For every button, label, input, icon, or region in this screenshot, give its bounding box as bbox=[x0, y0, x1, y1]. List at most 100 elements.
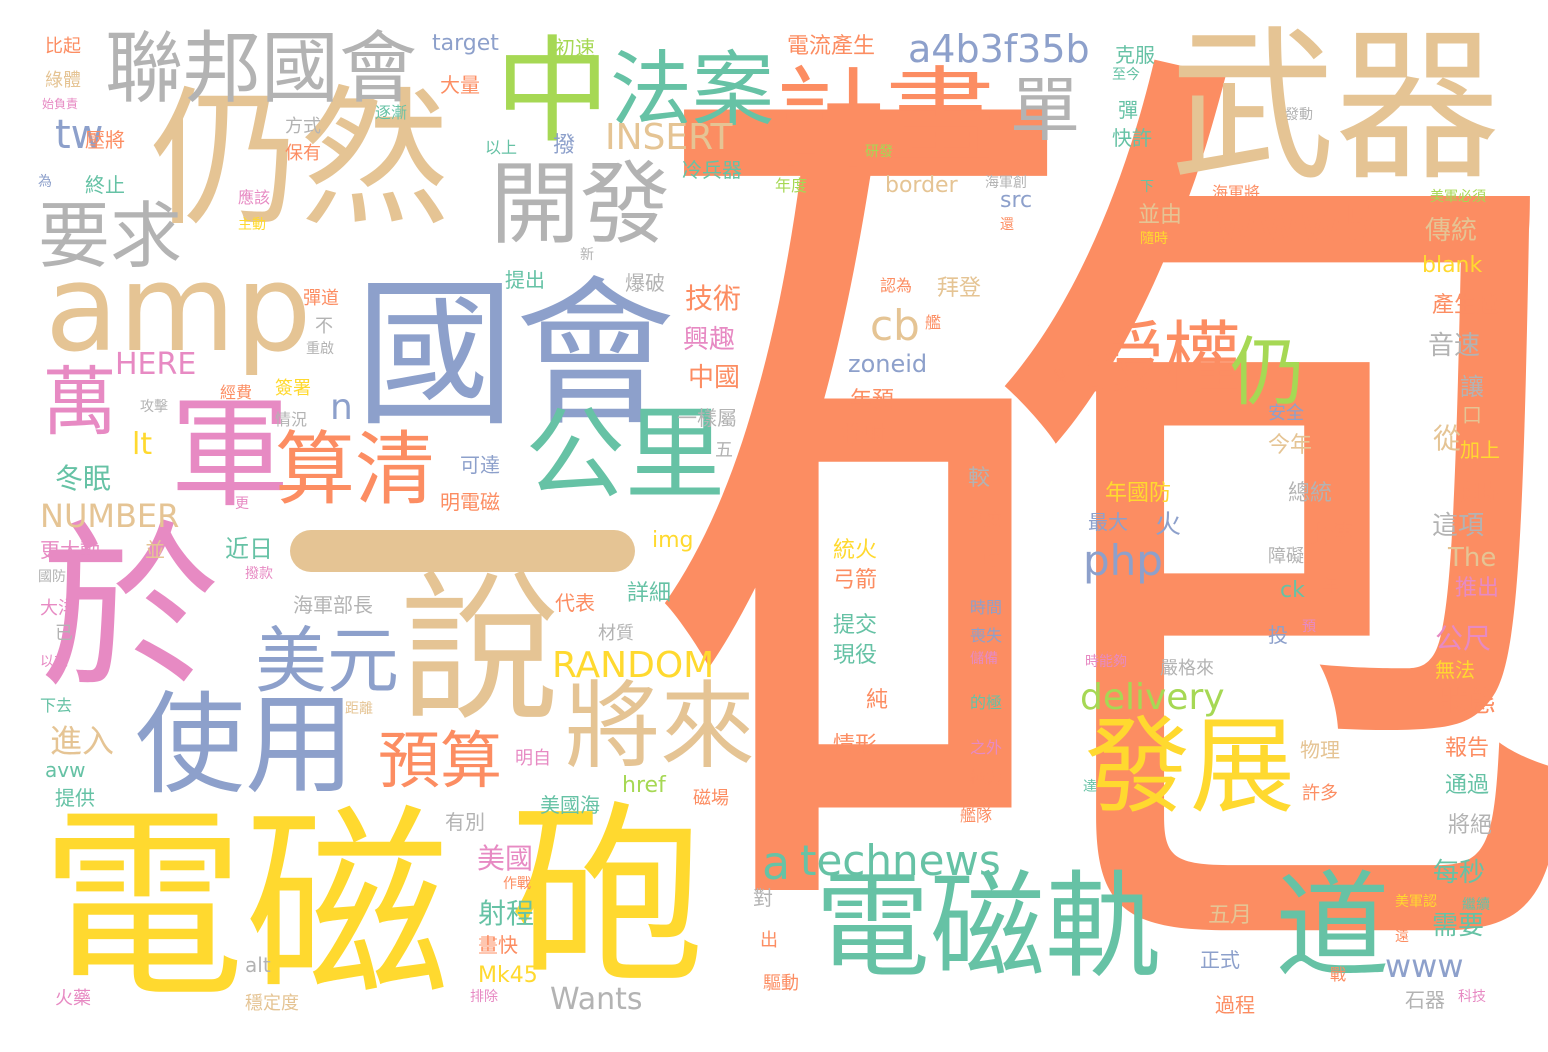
word-zhong: 中 bbox=[495, 25, 611, 159]
word-random: RANDOM bbox=[552, 645, 715, 686]
word-zhuangtai: 狀態 bbox=[1440, 685, 1497, 718]
word-keji: 科技 bbox=[1458, 989, 1486, 1005]
word-jixu: 繼續 bbox=[1462, 897, 1490, 913]
word-paichu: 排除 bbox=[470, 989, 498, 1005]
word-the: The bbox=[1448, 543, 1497, 573]
word-shiyong: 使用 bbox=[135, 681, 355, 809]
word-tw: tw bbox=[55, 112, 104, 158]
word-number: NUMBER bbox=[40, 497, 180, 535]
word-yanfa: 研發 bbox=[865, 144, 893, 160]
word-tuishe: 推射 bbox=[842, 423, 887, 448]
word-suishi: 隨時 bbox=[1140, 231, 1168, 247]
word-fazhan: 發展 bbox=[1085, 706, 1296, 828]
word-www: www bbox=[1385, 947, 1464, 985]
word-bichuan: 比傳 bbox=[1305, 521, 1353, 549]
word-meijun-bixu: 美軍必須 bbox=[1430, 189, 1486, 205]
word-a: a bbox=[762, 836, 791, 890]
word-dadao: 達 bbox=[1083, 779, 1097, 795]
word-meiguo: 美國 bbox=[477, 842, 534, 875]
word-qingkuang: 情況 bbox=[275, 410, 308, 429]
word-zhanqu: 戰 bbox=[1330, 965, 1347, 984]
word-mingzi: 明自 bbox=[515, 748, 551, 769]
word-yusuan: 預算 bbox=[378, 724, 503, 797]
word-cichang: 磁場 bbox=[693, 788, 729, 809]
word-kuaixu: 快許 bbox=[1112, 126, 1152, 150]
word-shijian: 時間 bbox=[970, 598, 1003, 617]
word-huo: 火 bbox=[1155, 510, 1182, 540]
word-danyao: 彈 bbox=[1118, 98, 1138, 122]
word-jiashang: 加上 bbox=[1460, 438, 1500, 462]
word-mk45: Mk45 bbox=[478, 963, 538, 988]
word-zuida: 最大 bbox=[1088, 510, 1128, 534]
word-dianliu-chansheng: 電流產生 bbox=[787, 34, 876, 59]
word-jili: 極力 bbox=[970, 768, 1003, 787]
word-chu: 出 bbox=[760, 930, 778, 951]
word-haijun-jiang: 海軍將 bbox=[1212, 183, 1261, 202]
word-bingyou: 並由 bbox=[1138, 203, 1183, 228]
word-delivery: delivery bbox=[1080, 677, 1225, 718]
word-lianbang-guohui: 聯邦國會 bbox=[105, 24, 418, 114]
word-caizhi: 材質 bbox=[598, 623, 634, 644]
word-shiningneng: 時能夠 bbox=[1085, 654, 1127, 670]
word-jinnianhou: 後 bbox=[1052, 369, 1066, 385]
word-dongmian: 冬眠 bbox=[55, 462, 112, 495]
word-tichu: 提出 bbox=[505, 268, 545, 292]
word-lengbingqi: 冷兵器 bbox=[682, 158, 742, 182]
word-qingxing: 情形 bbox=[833, 733, 878, 758]
word-jinri: 近日 bbox=[225, 535, 273, 563]
word-yaoqiu: 要求 bbox=[38, 194, 183, 278]
word-bijiao: 比起 bbox=[45, 36, 81, 57]
word-guofang: 國防 bbox=[38, 569, 66, 585]
word-jiandui: 艦隊 bbox=[960, 806, 993, 825]
word-wan: 萬 bbox=[42, 358, 118, 446]
word-yinsu: 音速 bbox=[1428, 331, 1481, 361]
word-xiaqu: 下去 bbox=[40, 696, 73, 715]
word-pao-big: 砲 bbox=[640, 0, 1548, 1052]
word-wuli: 物理 bbox=[1300, 738, 1340, 762]
word-shecheng: 射程 bbox=[478, 897, 535, 930]
word-gongji: 攻擊 bbox=[140, 399, 168, 415]
word-shiyuze: 始負責 bbox=[42, 97, 79, 111]
word-lt: lt bbox=[132, 427, 153, 462]
word-chun: 純 bbox=[866, 688, 889, 713]
word-tou: 投 bbox=[1268, 623, 1288, 647]
word-zuozhan: 作戰 bbox=[503, 876, 531, 892]
word-src: src bbox=[1000, 188, 1033, 213]
word-wei: 為 bbox=[38, 174, 52, 190]
word-wuyue: 五月 bbox=[1208, 903, 1253, 928]
word-xianyi: 現役 bbox=[833, 643, 878, 668]
word-tijiao: 提交 bbox=[833, 613, 878, 638]
word-zhengshi: 正式 bbox=[1200, 948, 1240, 972]
word-bokuan: 撥款 bbox=[245, 566, 273, 582]
word-renwei: 認為 bbox=[880, 276, 913, 295]
word-jinru: 進入 bbox=[50, 722, 115, 760]
word-technews: technews bbox=[800, 836, 1001, 885]
word-yanggelai: 嚴格來 bbox=[1160, 658, 1214, 679]
word-jian: 艦 bbox=[925, 313, 942, 332]
word-bing: 並 bbox=[145, 538, 165, 562]
word-geng: 更 bbox=[235, 496, 249, 512]
word-dianci: 電磁 bbox=[40, 788, 450, 1026]
word-href: href bbox=[622, 773, 666, 798]
word-cong: 從 bbox=[1433, 422, 1462, 455]
word-faan: 法案 bbox=[610, 43, 775, 138]
word-a4b3f35b: a4b3f35b bbox=[908, 27, 1090, 71]
word-daibiao: 代表 bbox=[555, 591, 595, 615]
word-jinduo: 進度 bbox=[970, 510, 1003, 529]
word-qudong: 驅動 bbox=[763, 973, 799, 994]
word-wuqi: 武器 bbox=[1170, 11, 1500, 203]
word-avw: avw bbox=[45, 758, 86, 782]
word-chusu: 初速 bbox=[555, 36, 595, 60]
word-wu: 五 bbox=[715, 440, 733, 461]
word-xia: 下 bbox=[1140, 179, 1154, 195]
word-yuanfang: 遠 bbox=[1395, 929, 1409, 945]
word-zhijin: 至今 bbox=[1112, 67, 1140, 83]
word-cb: cb bbox=[870, 301, 920, 350]
word-rang: 讓 bbox=[1460, 373, 1484, 401]
word-bu: 不 bbox=[315, 316, 333, 337]
word-chuantong: 傳統 bbox=[1425, 216, 1478, 246]
word-bideng: 拜登 bbox=[937, 276, 982, 301]
word-bo: 撥 bbox=[553, 133, 576, 158]
word-jishu: 技術 bbox=[685, 282, 742, 315]
word-nianyu: 年預 bbox=[850, 388, 895, 413]
